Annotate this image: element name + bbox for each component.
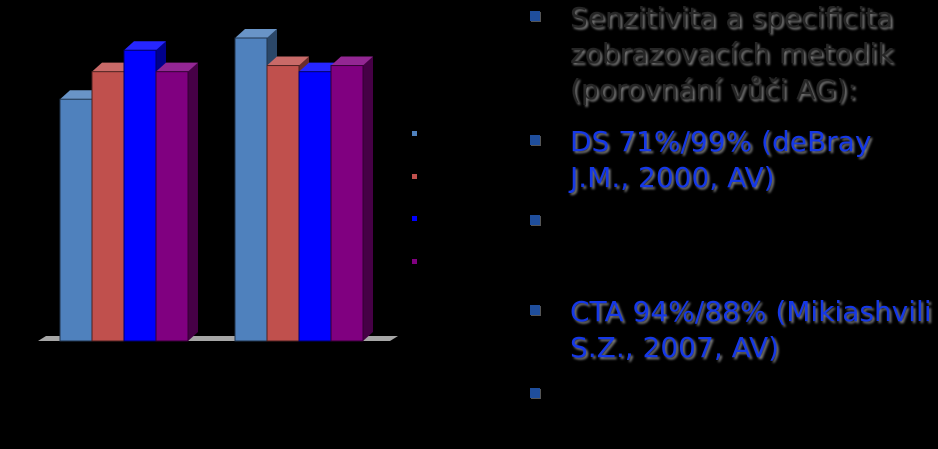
bar-front	[59, 98, 93, 342]
bar-top	[331, 56, 373, 66]
bullet-item-1: Senzitivita a specificita zobrazovacích …	[530, 0, 938, 108]
bullet-item-2: DS 71%/99% (deBray J.M., 2000, AV)	[530, 124, 938, 196]
bar-front	[298, 71, 332, 342]
bar-top	[156, 62, 198, 72]
square-bullet-icon	[530, 215, 540, 225]
bullet-item-5	[530, 377, 938, 398]
bar-front	[155, 71, 189, 342]
bar-front	[123, 49, 157, 342]
bar-s4-c1	[155, 62, 198, 342]
bar-side	[363, 56, 373, 341]
square-bullet-icon	[530, 135, 540, 145]
bullet-item-3	[530, 204, 938, 225]
bullet-text-2: DS 71%/99% (deBray J.M., 2000, AV)	[570, 125, 872, 194]
bar-top	[267, 56, 309, 66]
bar-front	[330, 65, 364, 342]
legend-marker-4	[412, 259, 417, 264]
bar-front	[91, 71, 125, 342]
bar-chart	[38, 29, 398, 342]
bar-front	[234, 37, 268, 342]
square-bullet-icon	[530, 11, 540, 21]
bullet-text-4: CTA 94%/88% (Mikiashvili S.Z., 2007, AV)	[570, 295, 932, 364]
bar-s4-c2	[330, 56, 373, 342]
legend-marker-1	[412, 131, 417, 136]
bullet-item-4: CTA 94%/88% (Mikiashvili S.Z., 2007, AV)	[530, 294, 938, 366]
square-bullet-icon	[530, 305, 540, 315]
bar-front	[266, 65, 300, 342]
bar-top	[124, 41, 166, 51]
bar-side	[188, 62, 198, 342]
square-bullet-icon	[530, 388, 540, 398]
legend-marker-2	[412, 174, 417, 179]
bar-top	[235, 29, 277, 38]
bullet-text-1: Senzitivita a specificita zobrazovacích …	[570, 1, 894, 106]
bars-group	[59, 29, 373, 342]
legend-marker-3	[412, 216, 417, 221]
